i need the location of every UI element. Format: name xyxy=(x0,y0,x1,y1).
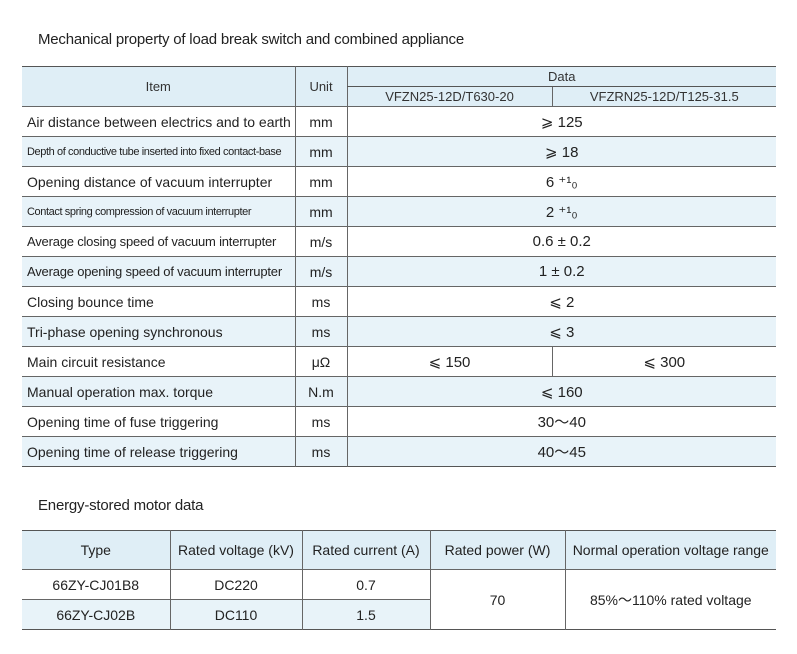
motor-data-table: Type Rated voltage (kV) Rated current (A… xyxy=(22,530,776,630)
row-item: Air distance between electrics and to ea… xyxy=(22,106,295,137)
row-value: 2 ⁺¹₀ xyxy=(346,196,776,227)
row-item: Opening time of fuse triggering xyxy=(22,406,295,437)
row-value-model-2: ⩽ 300 xyxy=(551,346,776,377)
row-unit: μΩ xyxy=(294,346,347,377)
row-value: 0.6 ± 0.2 xyxy=(346,226,776,257)
row-unit: mm xyxy=(294,166,347,197)
header-model-1: VFZN25-12D/T630-20 xyxy=(346,86,552,107)
motor-type: 66ZY-CJ02B xyxy=(22,599,170,630)
row-item: Manual operation max. torque xyxy=(22,376,295,407)
row-unit: mm xyxy=(294,136,347,167)
row-value: 40～45 xyxy=(346,436,776,467)
motor-table-title: Energy-stored motor data xyxy=(38,497,204,514)
motor-current: 0.7 xyxy=(301,569,430,600)
row-item: Closing bounce time xyxy=(22,286,295,317)
header-rated-voltage: Rated voltage (kV) xyxy=(169,530,302,570)
motor-power: 70 xyxy=(429,569,565,630)
motor-current: 1.5 xyxy=(301,599,430,630)
row-item: Average opening speed of vacuum interrup… xyxy=(22,256,295,287)
header-model-2: VFZRN25-12D/T125-31.5 xyxy=(551,86,776,107)
motor-type: 66ZY-CJ01B8 xyxy=(22,569,170,600)
row-item: Main circuit resistance xyxy=(22,346,295,377)
row-unit: N.m xyxy=(294,376,347,407)
row-item: Contact spring compression of vacuum int… xyxy=(22,196,295,227)
row-unit: m/s xyxy=(294,226,347,257)
row-value: 1 ± 0.2 xyxy=(346,256,776,287)
row-value: ⩽ 160 xyxy=(346,376,776,407)
row-unit: ms xyxy=(294,406,347,437)
row-unit: ms xyxy=(294,286,347,317)
row-unit: mm xyxy=(294,106,347,137)
header-rated-current: Rated current (A) xyxy=(301,530,430,570)
mechanical-property-table: Item Unit Data VFZN25-12D/T630-20 VFZRN2… xyxy=(22,66,776,467)
row-value-model-1: ⩽ 150 xyxy=(346,346,552,377)
row-value: 30～40 xyxy=(346,406,776,437)
row-value: ⩽ 3 xyxy=(346,316,776,347)
header-type: Type xyxy=(22,530,170,570)
row-item: Average closing speed of vacuum interrup… xyxy=(22,226,295,257)
header-rated-power: Rated power (W) xyxy=(429,530,565,570)
row-value: ⩾ 18 xyxy=(346,136,776,167)
motor-voltage: DC220 xyxy=(169,569,302,600)
header-data: Data xyxy=(346,66,776,87)
header-unit: Unit xyxy=(294,66,347,107)
row-item: Depth of conductive tube inserted into f… xyxy=(22,136,295,167)
row-value: 6 ⁺¹₀ xyxy=(346,166,776,197)
row-value: ⩾ 125 xyxy=(346,106,776,137)
motor-voltage: DC110 xyxy=(169,599,302,630)
row-item: Opening time of release triggering xyxy=(22,436,295,467)
row-item: Tri-phase opening synchronous xyxy=(22,316,295,347)
row-unit: m/s xyxy=(294,256,347,287)
row-value: ⩽ 2 xyxy=(346,286,776,317)
row-item: Opening distance of vacuum interrupter xyxy=(22,166,295,197)
row-unit: mm xyxy=(294,196,347,227)
row-unit: ms xyxy=(294,316,347,347)
row-unit: ms xyxy=(294,436,347,467)
header-voltage-range: Normal operation voltage range xyxy=(564,530,776,570)
header-item: Item xyxy=(145,79,171,94)
motor-voltage-range: 85%～110% rated voltage xyxy=(564,569,776,630)
table-title: Mechanical property of load break switch… xyxy=(38,31,464,48)
